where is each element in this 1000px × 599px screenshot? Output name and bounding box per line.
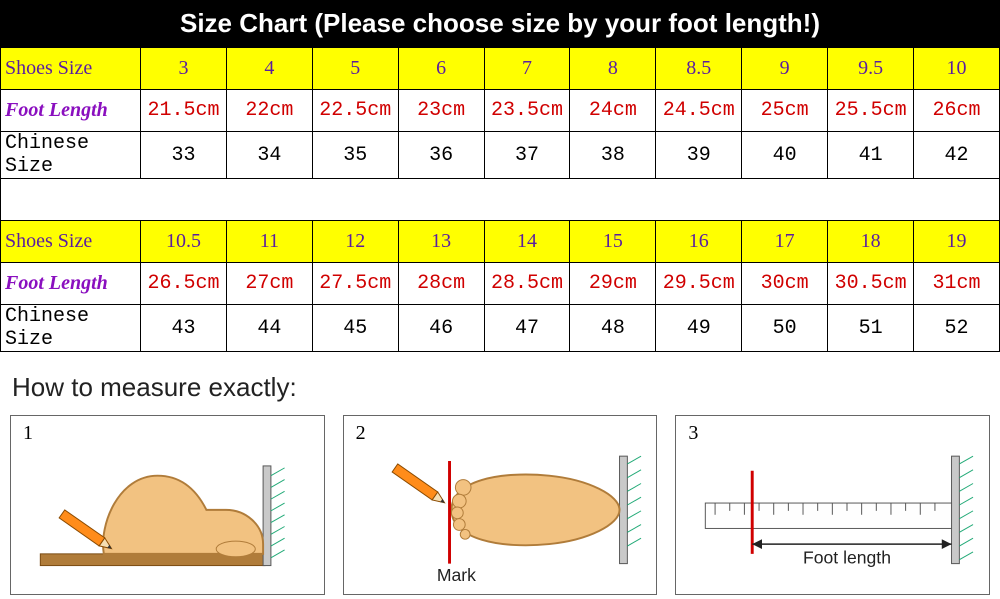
diagram-step-2: 2 Mark <box>343 415 658 595</box>
chinese-size-value: 44 <box>226 305 312 352</box>
foot-length-value: 26cm <box>914 90 1000 132</box>
shoes-size-value: 14 <box>484 221 570 263</box>
shoes-size-value: 11 <box>226 221 312 263</box>
shoes-size-value: 8 <box>570 48 656 90</box>
chinese-size-value: 51 <box>828 305 914 352</box>
foot-length-value: 29.5cm <box>656 263 742 305</box>
foot-length-value: 27cm <box>226 263 312 305</box>
chinese-size-value: 34 <box>226 132 312 179</box>
shoes-size-value: 19 <box>914 221 1000 263</box>
chinese-size-value: 41 <box>828 132 914 179</box>
foot-length-value: 23.5cm <box>484 90 570 132</box>
chinese-size-value: 46 <box>398 305 484 352</box>
shoes-size-value: 5 <box>312 48 398 90</box>
step-number: 3 <box>688 422 698 445</box>
chinese-size-value: 39 <box>656 132 742 179</box>
shoes-size-value: 6 <box>398 48 484 90</box>
table-row: Shoes Size 10.5 11 12 13 14 15 16 17 18 … <box>1 221 1000 263</box>
shoes-size-value: 8.5 <box>656 48 742 90</box>
diagram-step-3: 3 <box>675 415 990 595</box>
foot-length-value: 24.5cm <box>656 90 742 132</box>
foot-top-icon: Mark <box>344 416 657 594</box>
shoes-size-value: 13 <box>398 221 484 263</box>
chinese-size-value: 52 <box>914 305 1000 352</box>
chinese-size-value: 33 <box>141 132 227 179</box>
foot-length-value: 22cm <box>226 90 312 132</box>
chinese-size-value: 42 <box>914 132 1000 179</box>
shoes-size-value: 9.5 <box>828 48 914 90</box>
chinese-size-value: 37 <box>484 132 570 179</box>
diagrams-row: 1 Wall 2 <box>0 415 1000 595</box>
chinese-size-value: 50 <box>742 305 828 352</box>
shoes-size-value: 9 <box>742 48 828 90</box>
foot-length-value: 31cm <box>914 263 1000 305</box>
chinese-size-value: 43 <box>141 305 227 352</box>
chinese-size-value: 38 <box>570 132 656 179</box>
foot-side-icon: Wall <box>11 416 324 594</box>
chinese-size-label: Chinese Size <box>1 305 141 352</box>
foot-length-value: 21.5cm <box>141 90 227 132</box>
shoes-size-value: 18 <box>828 221 914 263</box>
ruler-icon: Foot length <box>676 416 989 594</box>
shoes-size-label: Shoes Size <box>1 48 141 90</box>
page-title: Size Chart (Please choose size by your f… <box>0 0 1000 47</box>
chinese-size-value: 45 <box>312 305 398 352</box>
chinese-size-value: 40 <box>742 132 828 179</box>
foot-length-value: 22.5cm <box>312 90 398 132</box>
foot-length-value: 28cm <box>398 263 484 305</box>
shoes-size-value: 10 <box>914 48 1000 90</box>
foot-length-value: 24cm <box>570 90 656 132</box>
size-table-1: Shoes Size 3 4 5 6 7 8 8.5 9 9.5 10 Foot… <box>0 47 1000 352</box>
shoes-size-value: 4 <box>226 48 312 90</box>
shoes-size-value: 17 <box>742 221 828 263</box>
foot-length-label: Foot Length <box>1 263 141 305</box>
shoes-size-value: 16 <box>656 221 742 263</box>
measure-heading: How to measure exactly: <box>0 352 1000 415</box>
table-row: Foot Length 26.5cm 27cm 27.5cm 28cm 28.5… <box>1 263 1000 305</box>
foot-length-value: 26.5cm <box>141 263 227 305</box>
foot-length-label: Foot length <box>803 548 891 568</box>
foot-length-value: 29cm <box>570 263 656 305</box>
step-number: 1 <box>23 422 33 445</box>
foot-length-label: Foot Length <box>1 90 141 132</box>
shoes-size-value: 7 <box>484 48 570 90</box>
shoes-size-value: 15 <box>570 221 656 263</box>
chinese-size-value: 36 <box>398 132 484 179</box>
chinese-size-value: 47 <box>484 305 570 352</box>
chinese-size-label: Chinese Size <box>1 132 141 179</box>
table-row: Chinese Size 33 34 35 36 37 38 39 40 41 … <box>1 132 1000 179</box>
foot-length-value: 30.5cm <box>828 263 914 305</box>
mark-label: Mark <box>436 565 475 585</box>
diagram-step-1: 1 Wall <box>10 415 325 595</box>
foot-length-value: 23cm <box>398 90 484 132</box>
shoes-size-value: 12 <box>312 221 398 263</box>
chinese-size-value: 35 <box>312 132 398 179</box>
chinese-size-value: 49 <box>656 305 742 352</box>
foot-length-value: 25cm <box>742 90 828 132</box>
table-row: Chinese Size 43 44 45 46 47 48 49 50 51 … <box>1 305 1000 352</box>
foot-length-value: 28.5cm <box>484 263 570 305</box>
foot-length-value: 30cm <box>742 263 828 305</box>
table-row: Shoes Size 3 4 5 6 7 8 8.5 9 9.5 10 <box>1 48 1000 90</box>
foot-length-value: 25.5cm <box>828 90 914 132</box>
table-row: Foot Length 21.5cm 22cm 22.5cm 23cm 23.5… <box>1 90 1000 132</box>
shoes-size-value: 3 <box>141 48 227 90</box>
shoes-size-label: Shoes Size <box>1 221 141 263</box>
step-number: 2 <box>356 422 366 445</box>
foot-length-value: 27.5cm <box>312 263 398 305</box>
chinese-size-value: 48 <box>570 305 656 352</box>
shoes-size-value: 10.5 <box>141 221 227 263</box>
